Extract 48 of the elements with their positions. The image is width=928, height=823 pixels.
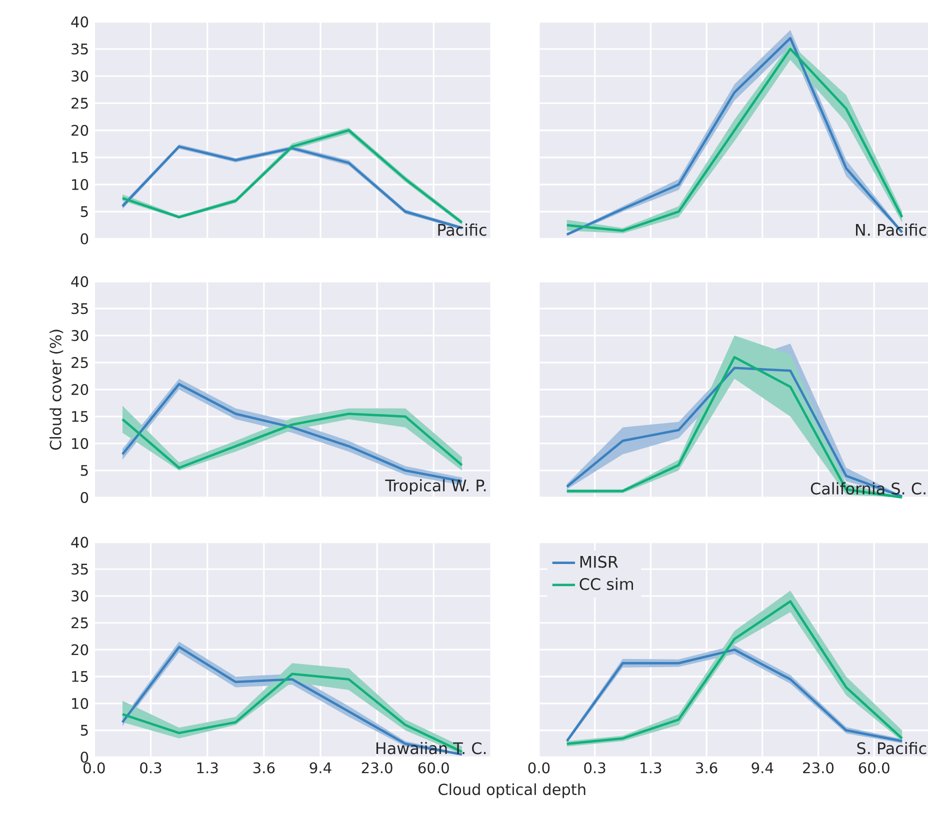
x-tick-label: 3.6	[253, 762, 275, 774]
y-axis-title: Cloud cover (%)	[50, 330, 64, 450]
y-tick-label: 20	[72, 384, 88, 396]
y-tick-label: 0	[80, 752, 88, 763]
legend-label: CC sim	[580, 578, 633, 590]
x-tick-label: 9.4	[310, 762, 332, 774]
y-tick-label: 15	[72, 671, 88, 682]
y-tick-label: 10	[72, 179, 88, 190]
y-tick-label: 25	[72, 617, 88, 628]
x-tick-label: 1.3	[197, 762, 218, 774]
y-tick-label: 0	[80, 233, 88, 244]
x-tick-label: 0.0	[84, 762, 105, 774]
y-tick-label: 10	[72, 438, 88, 450]
annotation: S. Pacific	[857, 742, 926, 754]
x-axis-title: Cloud optical depth	[438, 783, 586, 798]
y-tick-label: 5	[80, 465, 88, 476]
y-tick-label: 30	[72, 70, 88, 82]
y-tick-label: 20	[72, 124, 88, 136]
y-tick-label: 35	[72, 564, 88, 575]
y-tick-label: 15	[72, 411, 88, 422]
x-tick-label: 60.0	[858, 762, 890, 774]
x-tick-label: 3.6	[696, 762, 718, 774]
y-tick-label: 35	[72, 44, 88, 55]
y-tick-label: 5	[80, 724, 88, 736]
x-tick-label: 23.0	[362, 762, 392, 774]
x-tick-label: 60.0	[418, 762, 449, 774]
x-tick-label: 0.3	[140, 762, 162, 774]
y-tick-label: 15	[72, 152, 88, 163]
x-tick-label: 1.3	[640, 762, 662, 774]
y-tick-label: 25	[72, 98, 88, 109]
legend-label: MISR	[580, 556, 618, 568]
x-tick-label: 9.4	[752, 762, 774, 774]
y-tick-label: 40	[71, 276, 88, 288]
y-tick-label: 30	[72, 330, 88, 342]
y-tick-label: 0	[80, 492, 88, 504]
x-tick-label: 0.0	[528, 762, 550, 774]
y-tick-label: 35	[72, 303, 88, 314]
y-tick-label: 40	[71, 536, 88, 548]
x-tick-label: 0.3	[584, 762, 606, 774]
x-tick-label: 23.0	[803, 762, 834, 774]
y-tick-label: 40	[71, 16, 88, 28]
y-tick-label: 30	[72, 590, 88, 602]
y-tick-label: 5	[80, 206, 88, 218]
y-tick-label: 10	[72, 698, 88, 710]
y-tick-label: 20	[72, 644, 88, 656]
annotation: Tropical W. P.	[385, 479, 486, 495]
y-tick-label: 25	[72, 357, 88, 368]
annotation: Pacific	[438, 224, 486, 236]
